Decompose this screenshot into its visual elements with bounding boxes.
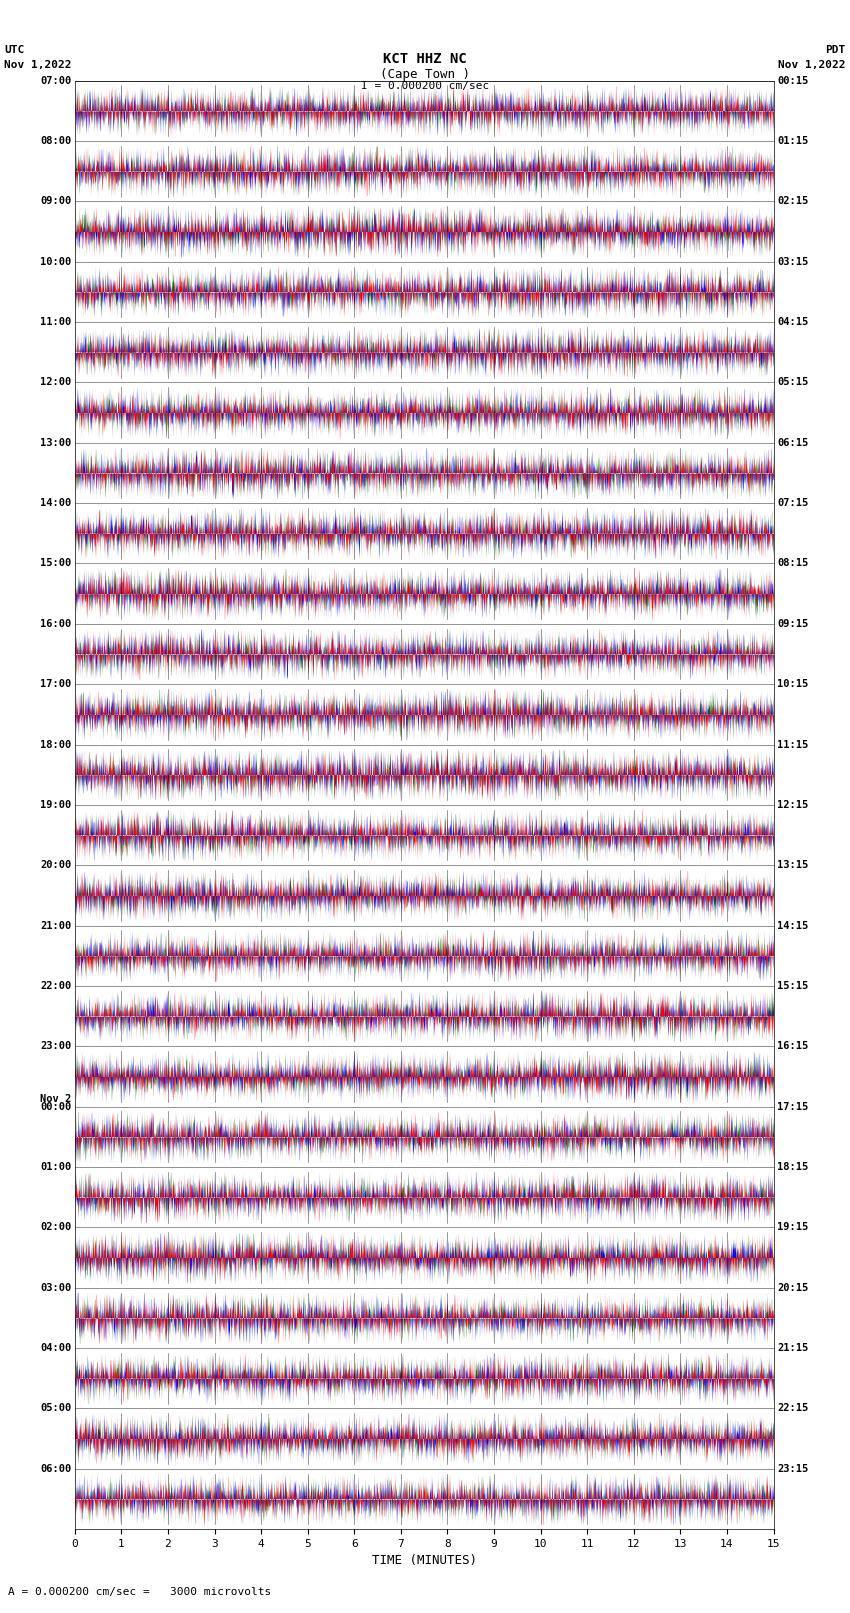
Text: 02:15: 02:15 — [777, 197, 808, 206]
Text: 13:00: 13:00 — [40, 437, 71, 448]
Text: 23:00: 23:00 — [40, 1042, 71, 1052]
Text: 06:00: 06:00 — [40, 1463, 71, 1474]
Text: I = 0.000200 cm/sec: I = 0.000200 cm/sec — [361, 81, 489, 90]
Text: 20:00: 20:00 — [40, 860, 71, 871]
Text: UTC: UTC — [4, 45, 25, 55]
Text: 20:15: 20:15 — [777, 1282, 808, 1292]
Text: 05:15: 05:15 — [777, 377, 808, 387]
Text: 15:00: 15:00 — [40, 558, 71, 568]
Text: 10:00: 10:00 — [40, 256, 71, 266]
Text: 09:15: 09:15 — [777, 619, 808, 629]
Text: 00:15: 00:15 — [777, 76, 808, 85]
Text: 21:15: 21:15 — [777, 1344, 808, 1353]
Text: 19:15: 19:15 — [777, 1223, 808, 1232]
Text: 06:15: 06:15 — [777, 437, 808, 448]
Text: 19:00: 19:00 — [40, 800, 71, 810]
Text: Nov 1,2022: Nov 1,2022 — [4, 60, 71, 69]
Text: KCT HHZ NC: KCT HHZ NC — [383, 52, 467, 66]
Text: 09:00: 09:00 — [40, 197, 71, 206]
Text: 17:15: 17:15 — [777, 1102, 808, 1111]
Text: 07:00: 07:00 — [40, 76, 71, 85]
Text: 16:00: 16:00 — [40, 619, 71, 629]
Text: 03:15: 03:15 — [777, 256, 808, 266]
Text: 07:15: 07:15 — [777, 498, 808, 508]
Text: 10:15: 10:15 — [777, 679, 808, 689]
Text: 14:00: 14:00 — [40, 498, 71, 508]
Text: Nov 1,2022: Nov 1,2022 — [779, 60, 846, 69]
Text: 04:15: 04:15 — [777, 318, 808, 327]
Text: 16:15: 16:15 — [777, 1042, 808, 1052]
Text: 04:00: 04:00 — [40, 1344, 71, 1353]
Text: 00:00: 00:00 — [40, 1102, 71, 1111]
Text: 11:15: 11:15 — [777, 739, 808, 750]
Text: 17:00: 17:00 — [40, 679, 71, 689]
Text: 18:15: 18:15 — [777, 1161, 808, 1173]
Text: A = 0.000200 cm/sec =   3000 microvolts: A = 0.000200 cm/sec = 3000 microvolts — [8, 1587, 272, 1597]
Text: 02:00: 02:00 — [40, 1223, 71, 1232]
Text: 21:00: 21:00 — [40, 921, 71, 931]
Text: 23:15: 23:15 — [777, 1463, 808, 1474]
Text: 08:15: 08:15 — [777, 558, 808, 568]
Text: 15:15: 15:15 — [777, 981, 808, 990]
Text: 03:00: 03:00 — [40, 1282, 71, 1292]
Text: PDT: PDT — [825, 45, 846, 55]
Text: 05:00: 05:00 — [40, 1403, 71, 1413]
Text: 01:15: 01:15 — [777, 135, 808, 147]
Text: 12:15: 12:15 — [777, 800, 808, 810]
Text: 12:00: 12:00 — [40, 377, 71, 387]
Text: Nov 2: Nov 2 — [40, 1094, 71, 1103]
X-axis label: TIME (MINUTES): TIME (MINUTES) — [371, 1555, 477, 1568]
Text: 13:15: 13:15 — [777, 860, 808, 871]
Text: 14:15: 14:15 — [777, 921, 808, 931]
Text: 22:15: 22:15 — [777, 1403, 808, 1413]
Text: 08:00: 08:00 — [40, 135, 71, 147]
Text: (Cape Town ): (Cape Town ) — [380, 68, 470, 81]
Text: 01:00: 01:00 — [40, 1161, 71, 1173]
Text: 22:00: 22:00 — [40, 981, 71, 990]
Text: 18:00: 18:00 — [40, 739, 71, 750]
Text: 11:00: 11:00 — [40, 318, 71, 327]
